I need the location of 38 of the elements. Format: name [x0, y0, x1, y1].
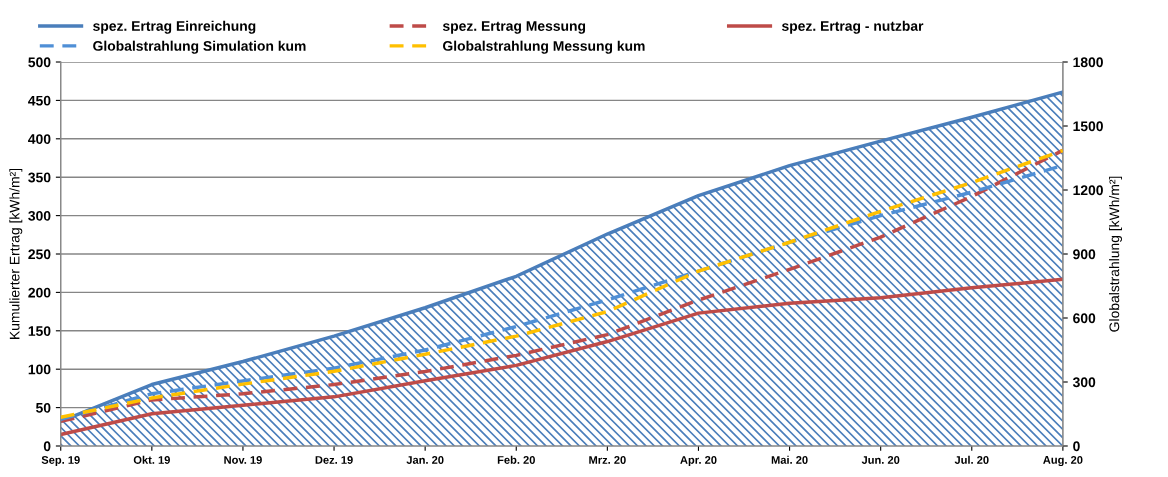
line-series — [60, 277, 1063, 437]
y-tick-label: 450 — [28, 95, 51, 106]
y-tick-label: 500 — [28, 57, 51, 68]
y2-tick-label: 600 — [1073, 313, 1096, 324]
y2-tick-label: 1800 — [1073, 57, 1103, 68]
y2-tick-label: 300 — [1072, 377, 1096, 388]
y-axis-title: Kumulierter Ertrag [kWh/m²] — [9, 168, 23, 339]
x-tick-label: Feb. 20 — [497, 455, 535, 464]
x-tick-label: Nov. 19 — [224, 456, 262, 464]
y2-tick-label: 1500 — [1073, 121, 1103, 132]
legend-label: spez. Ertrag - nutzbar — [781, 20, 924, 34]
y2-tick-label: 900 — [1073, 249, 1096, 260]
legend-label: Globalstrahlung Simulation kum — [93, 40, 306, 54]
legend-label: spez. Ertrag Messung — [442, 21, 586, 34]
y-tick-label: 0 — [43, 441, 51, 452]
y-tick-label: 150 — [28, 326, 51, 336]
x-tick-label: Jun. 20 — [861, 456, 900, 464]
x-tick-label: Apr. 20 — [680, 456, 717, 467]
x-tick-label: Jul. 20 — [954, 455, 989, 464]
legend-label: spez. Ertrag Einreichung — [93, 20, 256, 34]
y-tick-label: 400 — [28, 134, 51, 144]
x-tick-label: Aug. 20 — [1043, 455, 1083, 467]
y-tick-label: 250 — [28, 249, 51, 260]
y2-tick-label: 1200 — [1073, 185, 1103, 196]
y2-tick-label: 0 — [1073, 441, 1080, 452]
y-tick-label: 200 — [28, 287, 51, 298]
y-tick-label: 50 — [35, 402, 51, 413]
legend-label: Globalstrahlung Messung kum — [443, 40, 645, 54]
x-tick-label: Dez. 19 — [315, 456, 353, 464]
y-tick-label: 100 — [28, 364, 51, 375]
x-tick-label: Mrz. 20 — [589, 456, 626, 464]
x-tick-label: Okt. 19 — [133, 455, 170, 464]
y-tick-label: 350 — [28, 172, 51, 183]
x-tick-label: Mai. 20 — [771, 455, 808, 464]
y-tick-label: 300 — [28, 210, 51, 221]
x-tick-label: Sep. 19 — [41, 456, 80, 467]
x-tick-label: Jan. 20 — [406, 456, 444, 464]
y2-axis-title: Globalstrahlung [kWh/m²] — [1109, 176, 1122, 332]
